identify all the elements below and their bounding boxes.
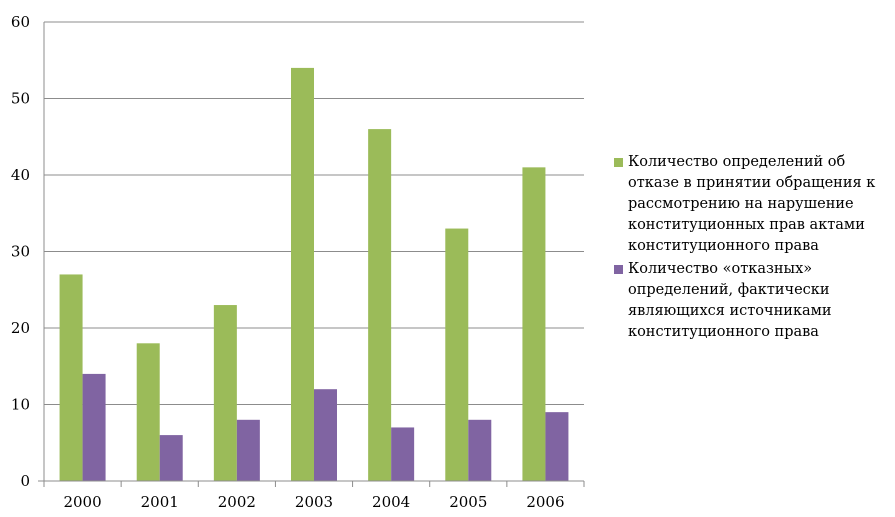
y-tick-label: 30 xyxy=(11,243,30,261)
y-tick-label: 60 xyxy=(11,13,30,31)
y-tick-label: 0 xyxy=(20,472,30,490)
x-tick-label: 2003 xyxy=(295,493,333,511)
x-tick-label: 2004 xyxy=(372,493,410,511)
y-tick-label: 20 xyxy=(11,319,30,337)
bar-series-1-2005 xyxy=(445,228,469,481)
x-tick-label: 2000 xyxy=(63,493,101,511)
x-tick-label: 2001 xyxy=(141,493,179,511)
y-tick-label: 40 xyxy=(11,166,30,184)
x-tick-label: 2006 xyxy=(526,493,564,511)
bar-series-1-2002 xyxy=(213,305,237,481)
tick-labels: 0 10 20 30 40 50 60 2000 2001 2002 2003 2004 2005 200… xyxy=(11,13,565,511)
y-tick-label: 50 xyxy=(11,90,30,108)
legend: Количество определений об отказе в приня… xyxy=(614,152,889,345)
y-tick-label: 10 xyxy=(11,396,30,414)
bars xyxy=(59,67,569,482)
legend-swatch-green xyxy=(614,158,623,167)
legend-item-series-2: Количество «отказных» определений, факти… xyxy=(614,259,889,343)
bar-series-2-2005 xyxy=(468,419,492,481)
bar-series-2-2000 xyxy=(82,373,106,481)
axes xyxy=(38,22,585,487)
bar-series-1-2000 xyxy=(59,274,83,481)
legend-item-series-1: Количество определений об отказе в приня… xyxy=(614,152,889,257)
bar-series-2-2003 xyxy=(314,389,337,481)
legend-label-series-1: Количество определений об отказе в приня… xyxy=(628,154,876,254)
bar-series-2-2002 xyxy=(236,419,260,481)
bar-series-1-2004 xyxy=(368,129,392,481)
bar-series-1-2003 xyxy=(291,67,314,482)
x-tick-label: 2002 xyxy=(218,493,256,511)
bar-series-2-2006 xyxy=(545,412,569,481)
x-tick-label: 2005 xyxy=(449,493,487,511)
bar-series-1-2001 xyxy=(136,343,160,481)
bar-series-2-2004 xyxy=(391,427,415,481)
bar-series-2-2001 xyxy=(159,435,183,481)
legend-swatch-purple xyxy=(614,265,623,274)
legend-label-series-2: Количество «отказных» определений, факти… xyxy=(628,261,832,340)
bar-series-1-2006 xyxy=(522,167,546,481)
